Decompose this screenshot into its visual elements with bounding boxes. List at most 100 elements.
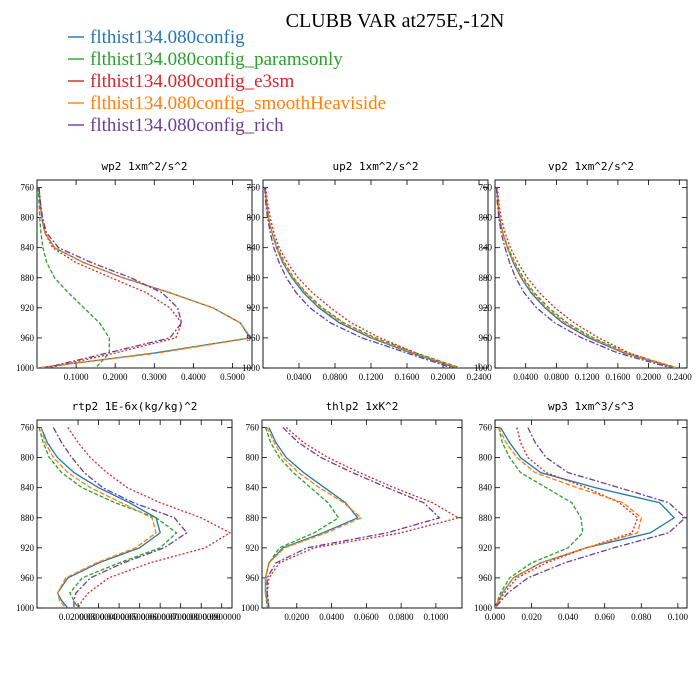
x-tick-label: 0.000 xyxy=(485,612,506,622)
panel-4: rtp2 1E-6x(kg/kg)^2 760 800 840 880 920 960 100… xyxy=(16,400,241,622)
y-tick-label: 800 xyxy=(246,453,260,463)
y-tick-label: 1000 xyxy=(474,363,493,373)
y-tick-label: 880 xyxy=(21,273,35,283)
y-tick-label: 960 xyxy=(247,333,261,343)
series-line-5 xyxy=(495,187,672,368)
x-tick-label: 0.0400 xyxy=(287,372,312,382)
y-tick-label: 800 xyxy=(21,213,35,223)
series-line-2 xyxy=(495,187,678,368)
panel-title: wp2 1xm^2/s^2 xyxy=(101,160,187,173)
panel-3: vp2 1xm^2/s^2 760 800 840 880 920 960 1000 0.040… xyxy=(474,160,692,382)
y-tick-label: 960 xyxy=(479,573,493,583)
x-tick-label: 0.0600 xyxy=(354,612,379,622)
series-line-1 xyxy=(40,427,161,608)
series-line-2 xyxy=(495,427,584,608)
legend-label: flthist134.080config_rich xyxy=(90,115,284,136)
legend-entry: flthist134.080config xyxy=(68,27,245,48)
series-line-5 xyxy=(38,187,183,368)
series-line-4 xyxy=(264,187,460,368)
series-line-1 xyxy=(264,427,359,608)
x-tick-label: 0.0400000 xyxy=(100,612,139,622)
plot-frame xyxy=(262,179,489,369)
series-line-4 xyxy=(495,187,678,368)
x-tick-label: 0.0400 xyxy=(513,372,538,382)
panel-5: thlp2 1xK^2 760 800 840 880 920 960 1000 0.0200 0… xyxy=(241,400,463,622)
x-tick-label: 0.0500000 xyxy=(121,612,160,622)
x-tick-label: 0.0700000 xyxy=(162,612,201,622)
y-tick-label: 760 xyxy=(247,183,261,193)
x-tick-label: 0.040 xyxy=(558,612,579,622)
x-tick-label: 0.0300000 xyxy=(79,612,118,622)
x-tick-label: 0.0800000 xyxy=(182,612,221,622)
x-tick-label: 0.100 xyxy=(668,612,689,622)
y-tick-label: 1000 xyxy=(16,603,35,613)
y-tick-label: 760 xyxy=(479,183,493,193)
series-line-1 xyxy=(495,187,676,368)
series-line-3 xyxy=(495,427,639,608)
series-line-4 xyxy=(264,427,363,608)
y-tick-label: 840 xyxy=(479,243,493,253)
legend-entry: flthist134.080config_paramsonly xyxy=(68,49,343,70)
x-tick-label: 0.4000 xyxy=(181,372,206,382)
x-tick-label: 0.1600 xyxy=(395,372,420,382)
y-tick-label: 800 xyxy=(479,213,493,223)
series-line-4 xyxy=(495,427,643,608)
x-tick-label: 0.2400 xyxy=(467,372,492,382)
y-tick-label: 880 xyxy=(247,273,261,283)
series-line-1 xyxy=(37,187,252,368)
panel-2: up2 1xm^2/s^2 760 800 840 880 920 960 1000 0.040… xyxy=(242,160,492,382)
y-tick-label: 840 xyxy=(479,483,493,493)
y-tick-label: 880 xyxy=(479,273,493,283)
series-line-3 xyxy=(496,187,676,368)
legend-label: flthist134.080config_smoothHeaviside xyxy=(90,93,386,114)
x-tick-label: 0.0600000 xyxy=(141,612,180,622)
legend-label: flthist134.080config_e3sm xyxy=(90,71,294,92)
panels: wp2 1xm^2/s^2 760 800 840 880 920 960 1000 0.100… xyxy=(16,160,692,622)
x-tick-label: 0.0800 xyxy=(323,372,348,382)
x-tick-label: 0.1000 xyxy=(64,372,89,382)
y-tick-label: 920 xyxy=(479,303,493,313)
y-tick-label: 920 xyxy=(21,543,35,553)
y-tick-label: 880 xyxy=(21,513,35,523)
panel-title: up2 1xm^2/s^2 xyxy=(332,160,418,173)
panel-title: vp2 1xm^2/s^2 xyxy=(548,160,634,173)
x-tick-label: 0.1600 xyxy=(606,372,631,382)
x-tick-label: 0.5000 xyxy=(220,372,245,382)
y-tick-label: 1000 xyxy=(16,363,35,373)
panel-title: thlp2 1xK^2 xyxy=(326,400,399,413)
x-tick-label: 0.2000 xyxy=(103,372,128,382)
x-tick-label: 0.1000 xyxy=(424,612,449,622)
y-tick-label: 760 xyxy=(21,183,35,193)
legend-entry: flthist134.080config_e3sm xyxy=(68,71,294,92)
series-line-5 xyxy=(495,427,687,608)
x-tick-label: 0.060 xyxy=(595,612,616,622)
y-tick-label: 760 xyxy=(479,423,493,433)
x-tick-label: 0.0800 xyxy=(389,612,414,622)
y-tick-label: 800 xyxy=(479,453,493,463)
plot-frame xyxy=(494,179,688,369)
x-tick-label: 0.0800 xyxy=(544,372,569,382)
series-line-2 xyxy=(264,187,462,368)
series-line-4 xyxy=(37,187,252,368)
x-tick-label: 0.1200 xyxy=(575,372,600,382)
x-tick-label: 0.2000 xyxy=(431,372,456,382)
y-tick-label: 920 xyxy=(479,543,493,553)
panel-6: wp3 1xm^3/s^3 760 800 840 880 920 960 10000.000… xyxy=(474,400,688,622)
y-tick-label: 960 xyxy=(21,333,35,343)
y-tick-label: 960 xyxy=(246,573,260,583)
y-tick-label: 840 xyxy=(21,243,35,253)
legend-label: flthist134.080config_paramsonly xyxy=(90,49,343,70)
legend-entry: flthist134.080config_rich xyxy=(68,115,284,136)
x-tick-label: 0.0200000 xyxy=(59,612,98,622)
y-tick-label: 800 xyxy=(21,453,35,463)
y-tick-label: 840 xyxy=(246,483,260,493)
plot-frame xyxy=(36,419,233,609)
y-tick-label: 920 xyxy=(246,543,260,553)
plot-frame xyxy=(494,419,688,609)
y-tick-label: 920 xyxy=(247,303,261,313)
y-tick-label: 1000 xyxy=(241,603,260,613)
series-line-3 xyxy=(265,187,457,368)
x-tick-label: 0.0900000 xyxy=(203,612,242,622)
series-line-5 xyxy=(266,427,441,608)
